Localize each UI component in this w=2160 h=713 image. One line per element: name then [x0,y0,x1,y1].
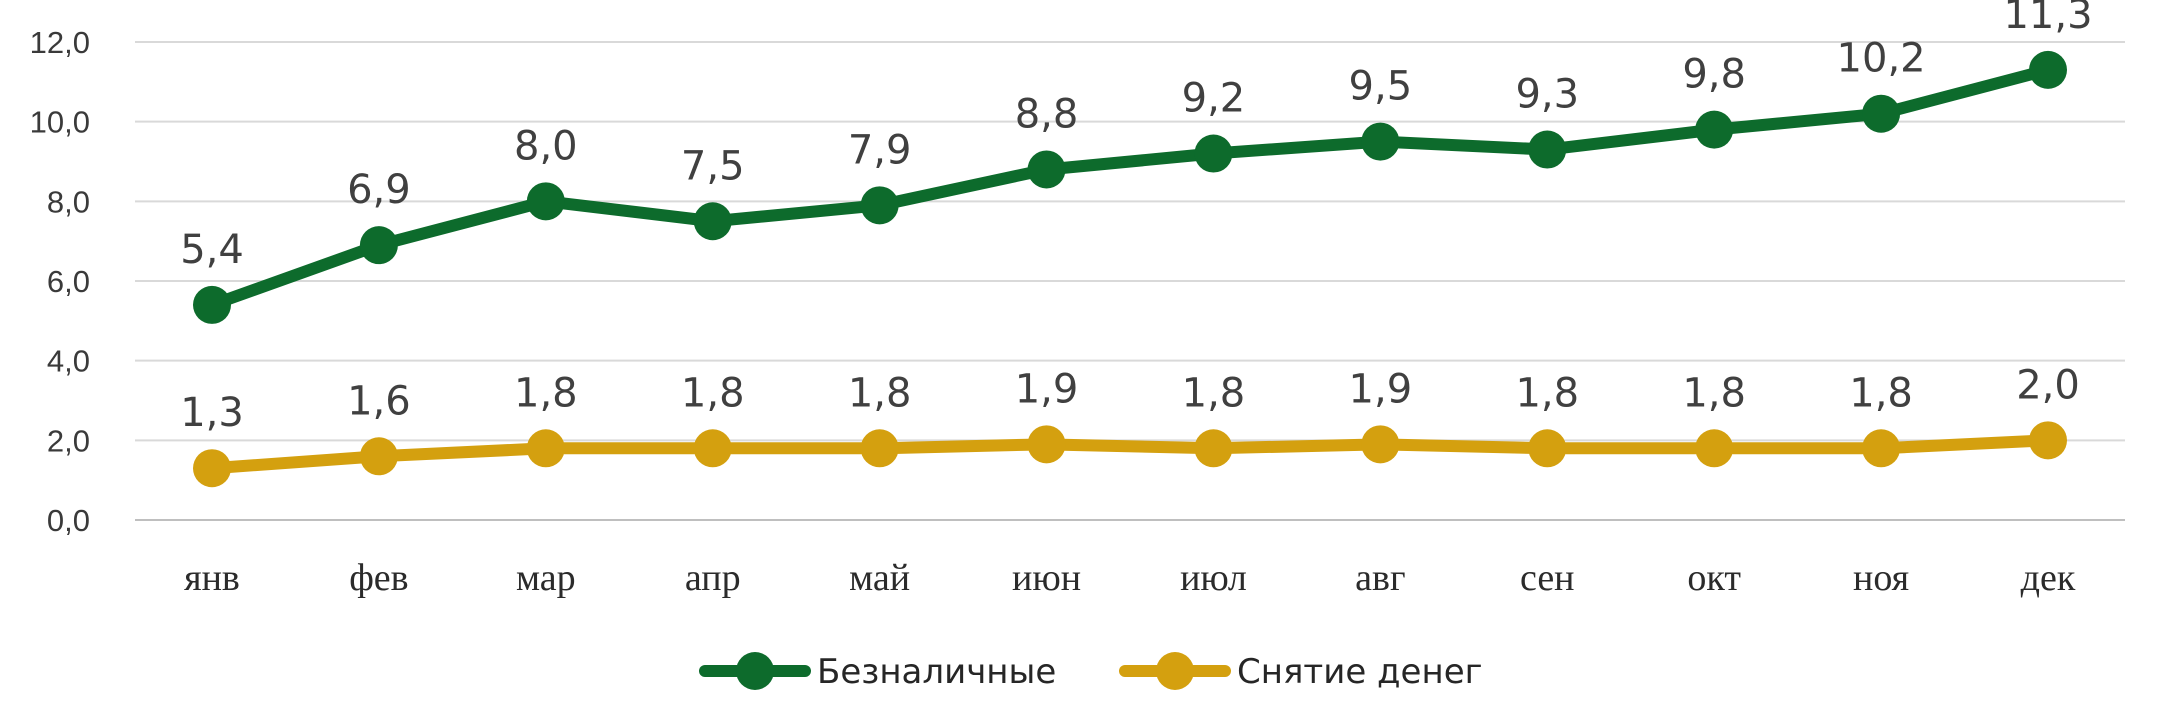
data-point [1027,150,1066,189]
x-tick-label: май [849,557,910,599]
legend-item: Безналичные [699,652,1056,692]
series-line [206,434,2054,475]
data-point [359,226,398,265]
data-label: 1,9 [1349,366,1413,412]
data-label: 1,9 [1015,366,1079,412]
data-label: 1,8 [1682,370,1746,416]
x-tick-label: июл [1180,557,1247,599]
data-point [1361,425,1400,464]
legend-swatch-marker [736,652,774,690]
data-label: 1,3 [180,390,244,436]
x-tick-label: ноя [1853,557,1909,599]
x-tick-label: апр [685,557,741,599]
data-point [526,429,565,468]
data-point [1194,429,1233,468]
data-label: 1,8 [681,370,745,416]
x-tick-label: июн [1012,557,1081,599]
data-label: 1,8 [848,370,912,416]
series-line [206,63,2054,311]
data-point [860,186,899,225]
data-label: 1,6 [347,378,411,424]
y-tick-label: 8,0 [47,184,90,219]
data-point [2029,50,2067,89]
x-tick-label: сен [1520,557,1575,599]
data-point [1027,425,1066,464]
legend-label: Снятие денег [1237,652,1483,692]
data-label: 9,5 [1349,64,1413,110]
legend: Безналичные Снятие денег [699,652,1483,692]
data-point [1528,130,1567,169]
y-tick-label: 2,0 [47,423,90,458]
data-point [193,285,231,324]
data-labels: 5,4 6,9 8,0 7,5 7,9 8,8 9,2 9,5 9,3 9,8 10,2 11,3 1,… [180,0,2092,436]
data-label: 9,2 [1182,76,1246,122]
data-point [1695,429,1734,468]
series-1 [193,421,2067,488]
gridlines [135,41,2125,521]
data-point [359,437,398,476]
data-label: 1,8 [1515,370,1579,416]
data-point [1695,110,1734,149]
data-point [1194,134,1233,173]
data-point [693,202,732,241]
data-point [1862,429,1901,468]
data-point [860,429,899,468]
data-point [2029,421,2067,460]
x-axis: янв фев мар апр май июн июл авг сен окт ноя дек [184,557,2076,599]
data-label: 6,9 [347,167,411,213]
y-tick-label: 10,0 [30,105,90,140]
data-point [526,182,565,221]
data-label: 1,8 [1182,370,1246,416]
x-tick-label: окт [1687,557,1741,599]
y-tick-label: 6,0 [47,264,90,299]
data-label: 8,8 [1015,91,1079,137]
y-tick-label: 0,0 [47,503,90,538]
series-lines [193,50,2067,488]
data-label: 8,0 [514,123,578,169]
y-tick-label: 12,0 [30,25,90,60]
data-label: 1,8 [514,370,578,416]
data-point [193,449,231,488]
data-label: 7,5 [681,143,745,189]
legend-item: Снятие денег [1119,652,1483,692]
series-0 [193,50,2067,324]
x-tick-label: фев [349,557,408,599]
data-point [1361,122,1400,161]
x-tick-label: мар [516,557,576,599]
data-label: 11,3 [2003,0,2092,38]
legend-label: Безналичные [817,652,1056,692]
data-label: 2,0 [2016,362,2080,408]
data-label: 10,2 [1837,36,1926,82]
y-axis: 0,0 2,0 4,0 6,0 8,0 10,0 12,0 [30,25,90,538]
x-tick-label: янв [184,557,240,599]
x-tick-label: авг [1355,557,1405,599]
data-point [1862,94,1901,133]
data-label: 5,4 [180,227,244,273]
legend-swatch-marker [1156,652,1194,690]
data-point [693,429,732,468]
y-tick-label: 4,0 [47,344,90,379]
data-label: 9,3 [1515,72,1579,118]
data-point [1528,429,1567,468]
data-label: 7,9 [848,127,912,173]
data-label: 1,8 [1849,370,1913,416]
x-tick-label: дек [2021,557,2076,599]
data-label: 9,8 [1682,52,1746,98]
